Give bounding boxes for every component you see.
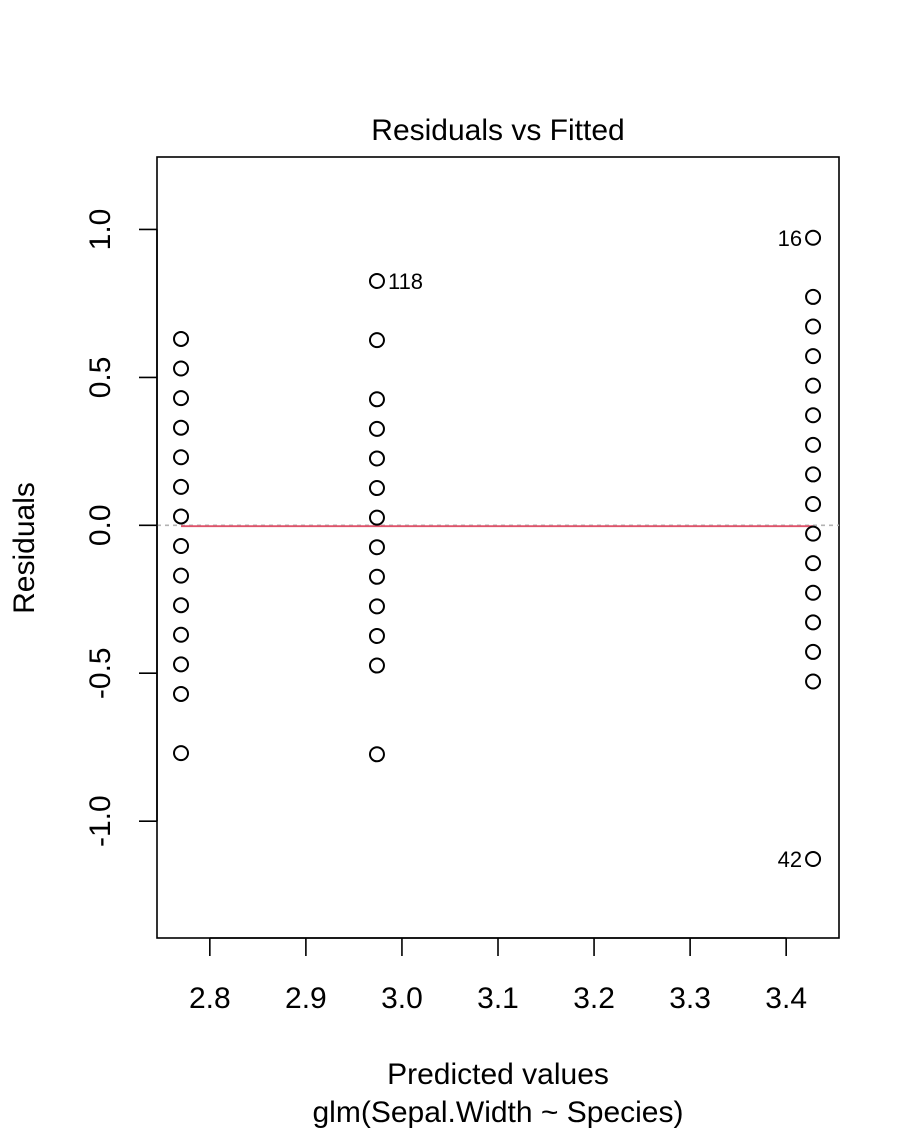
plot-frame [156, 156, 840, 939]
data-point [805, 288, 822, 305]
data-point [173, 745, 190, 762]
data-point [805, 525, 822, 542]
data-point [805, 643, 822, 660]
data-point [368, 627, 385, 644]
data-point [805, 436, 822, 453]
chart-title: Residuals vs Fitted [371, 114, 624, 147]
data-point [805, 851, 822, 868]
y-axis-label: Residuals [8, 482, 41, 614]
data-point [805, 496, 822, 513]
data-point [173, 360, 190, 377]
data-point [173, 508, 190, 525]
data-point [368, 509, 385, 526]
data-point [173, 597, 190, 614]
point-label: 16 [778, 226, 802, 251]
data-point [805, 377, 822, 394]
point-label: 42 [778, 847, 802, 872]
data-point [173, 626, 190, 643]
x-axis-sublabel: glm(Sepal.Width ~ Species) [313, 1096, 684, 1129]
x-tick-label: 3.1 [477, 982, 519, 1015]
data-point [173, 685, 190, 702]
x-tick-label: 2.8 [189, 982, 231, 1015]
data-point [368, 450, 385, 467]
y-tick-label: 0.5 [84, 357, 117, 399]
y-tick-label: -0.5 [84, 647, 117, 699]
x-tick-label: 3.0 [381, 982, 423, 1015]
data-point [368, 568, 385, 585]
data-point [805, 318, 822, 335]
data-point [368, 332, 385, 349]
data-point [368, 598, 385, 615]
y-tick-label: 1.0 [84, 209, 117, 251]
data-point [368, 272, 385, 289]
y-tick-label: 0.0 [84, 504, 117, 546]
data-point [368, 391, 385, 408]
data-point [805, 555, 822, 572]
point-label: 118 [388, 269, 423, 294]
data-point [805, 229, 822, 246]
data-point [805, 466, 822, 483]
data-point [173, 478, 190, 495]
data-point [805, 348, 822, 365]
data-point [805, 407, 822, 424]
data-point [173, 567, 190, 584]
data-point [368, 746, 385, 763]
data-point [368, 480, 385, 497]
data-point [805, 673, 822, 690]
data-point [368, 657, 385, 674]
x-axis-label: Predicted values [387, 1058, 609, 1091]
data-point [173, 330, 190, 347]
data-point [368, 539, 385, 556]
y-tick-label: -1.0 [84, 795, 117, 847]
data-point [805, 584, 822, 601]
x-tick-label: 3.3 [669, 982, 711, 1015]
data-point [805, 614, 822, 631]
data-point [173, 538, 190, 555]
x-tick-label: 3.4 [765, 982, 807, 1015]
x-tick-label: 2.9 [285, 982, 327, 1015]
data-point [173, 656, 190, 673]
data-point [173, 390, 190, 407]
data-point [173, 419, 190, 436]
x-tick-label: 3.2 [573, 982, 615, 1015]
data-point [173, 449, 190, 466]
data-point [368, 420, 385, 437]
